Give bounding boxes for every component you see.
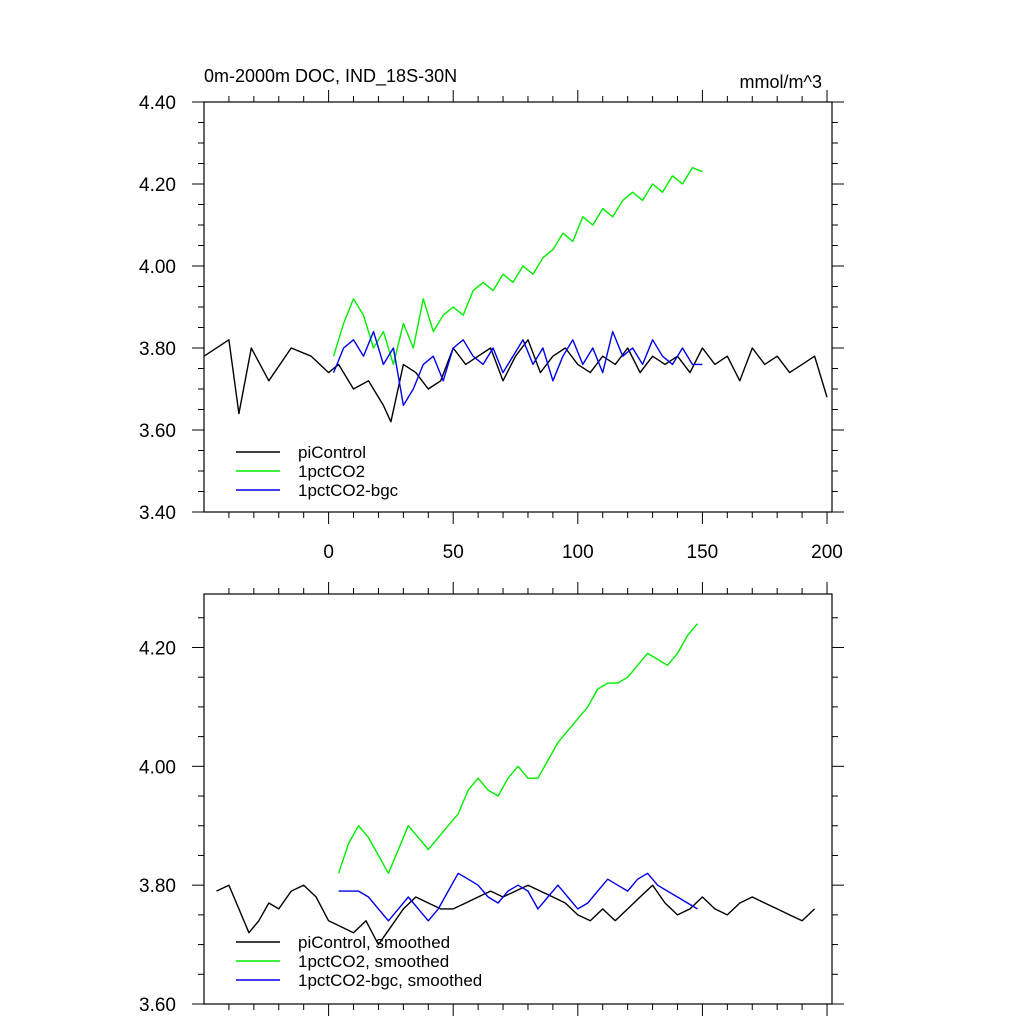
series-line-2 <box>338 872 698 922</box>
y-tick-label: 3.40 <box>139 503 176 524</box>
x-tick-label: 200 <box>811 542 843 563</box>
y-tick-label: 3.60 <box>139 995 176 1016</box>
plot-frame <box>203 593 833 1005</box>
y-tick-label: 3.80 <box>139 876 176 897</box>
y-tick-label: 4.00 <box>139 757 176 778</box>
units-label: mmol/m^3 <box>740 72 822 92</box>
legend-label: 1pctCO2, smoothed <box>298 952 449 971</box>
y-tick-label: 4.20 <box>139 638 176 659</box>
x-tick-label: 100 <box>562 542 594 563</box>
series-line-2 <box>332 330 703 407</box>
x-tick-label: 150 <box>687 542 719 563</box>
legend-label: 1pctCO2-bgc <box>298 481 399 500</box>
series-line-1 <box>337 623 698 874</box>
legend-label: piControl <box>298 443 366 462</box>
y-tick-label: 3.60 <box>139 421 176 442</box>
y-tick-label: 4.40 <box>139 93 176 114</box>
x-tick-label: 0 <box>323 542 334 563</box>
series-line-0 <box>216 884 816 946</box>
legend-label: 1pctCO2 <box>298 462 365 481</box>
legend-label: 1pctCO2-bgc, smoothed <box>298 971 482 990</box>
y-tick-label: 4.00 <box>139 257 176 278</box>
chart-title: 0m-2000m DOC, IND_18S-30N <box>204 66 457 87</box>
x-tick-label: 50 <box>443 542 464 563</box>
top-panel: 3.40 3.60 3.80 4.00 4.20 4.40 0 50 100 150 200 0m-2… <box>139 66 844 563</box>
y-tick-label: 3.80 <box>139 339 176 360</box>
y-tick-label: 4.20 <box>139 175 176 196</box>
series-line-1 <box>332 166 703 366</box>
legend-label: piControl, smoothed <box>298 933 450 952</box>
